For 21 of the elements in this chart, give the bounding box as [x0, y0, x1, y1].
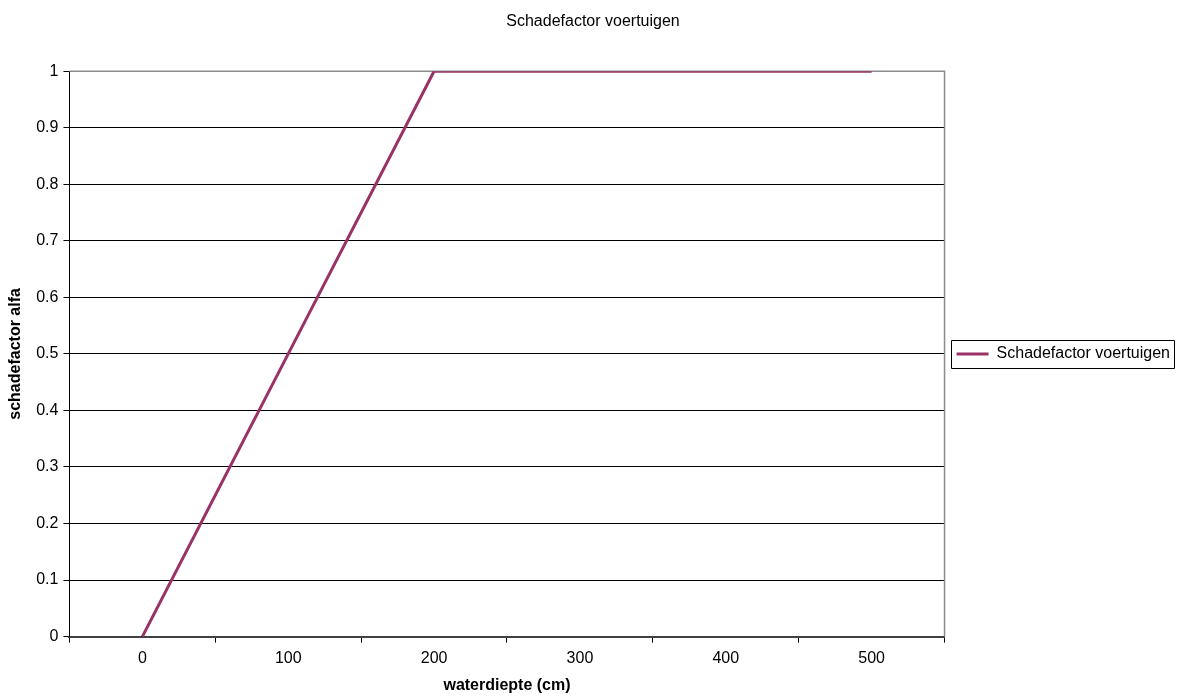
y-tick-label: 0	[49, 627, 59, 645]
x-tick-label: 100	[274, 648, 302, 666]
y-tick-label: 0.9	[36, 118, 59, 136]
y-tick-label: 0.6	[36, 287, 59, 305]
x-tick-label: 500	[858, 648, 886, 666]
x-axis-title: waterdiepte (cm)	[442, 675, 571, 693]
x-tick-label: 300	[566, 648, 594, 666]
legend-label: Schadefactor voertuigen	[996, 344, 1171, 362]
y-tick-label: 0.2	[36, 513, 59, 531]
y-axis-title: schadefactor alfa	[6, 287, 24, 420]
y-tick-label: 0.8	[36, 174, 59, 192]
y-tick-label: 0.4	[36, 400, 59, 418]
y-tick-label: 0.3	[36, 457, 59, 475]
y-tick-label: 1	[49, 61, 59, 79]
x-tick-label: 400	[712, 648, 740, 666]
x-tick-label: 200	[420, 648, 448, 666]
chart-title: Schadefactor voertuigen	[506, 12, 680, 30]
x-tick-label: 0	[137, 648, 147, 666]
y-tick-label: 0.5	[36, 344, 59, 362]
y-tick-label: 0.1	[36, 570, 59, 588]
y-tick-label: 0.7	[36, 231, 59, 249]
